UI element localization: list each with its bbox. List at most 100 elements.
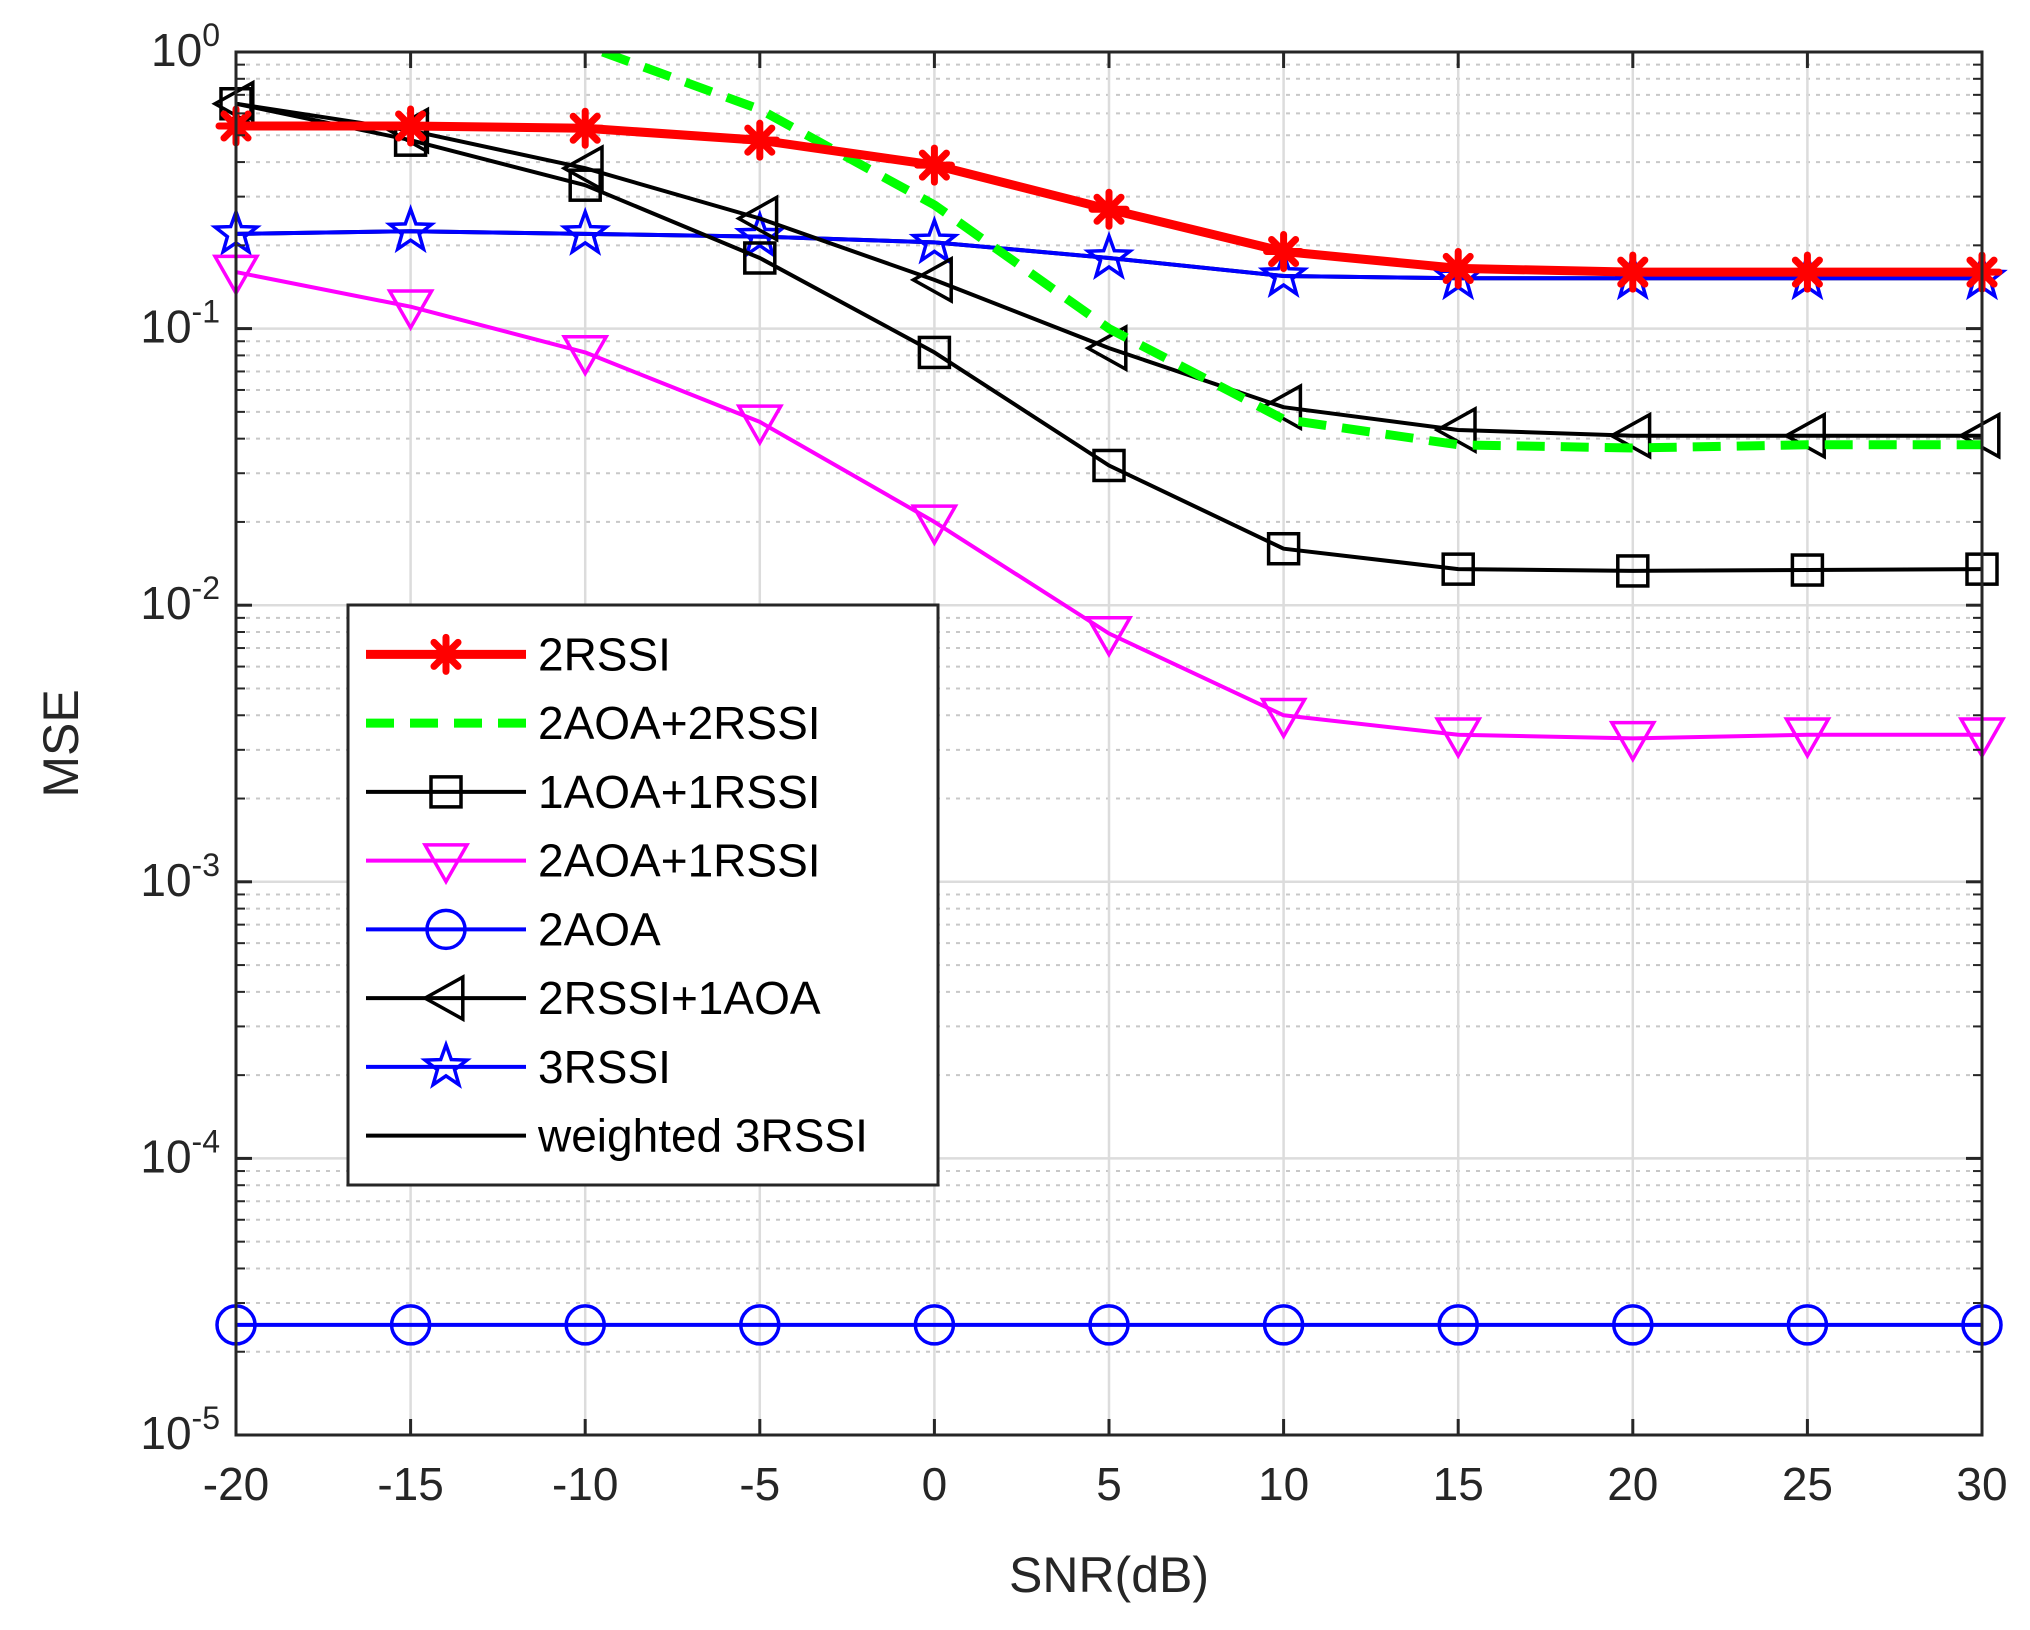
circle-marker — [1437, 1304, 1479, 1346]
circle-marker — [1088, 1304, 1130, 1346]
triangle-down-marker — [735, 404, 784, 447]
y-tick-label: 100 — [151, 17, 220, 76]
asterisk-marker — [564, 107, 606, 149]
circle-marker — [1262, 1304, 1305, 1346]
asterisk-marker — [739, 119, 781, 161]
legend-label: 2AOA+1RSSI — [538, 835, 821, 887]
x-tick-label: 20 — [1607, 1458, 1658, 1510]
y-tick-base: 10 — [140, 1407, 191, 1459]
legend-entry: 2RSSI+1AOA — [366, 972, 821, 1024]
y-tick-exponent: -3 — [192, 847, 220, 883]
square-marker — [1616, 554, 1650, 588]
triangle-down-marker — [1783, 717, 1832, 760]
circle-marker — [913, 1304, 956, 1346]
asterisk-marker — [425, 633, 467, 675]
y-tick-base: 10 — [140, 854, 191, 906]
series-1aoa-1rssi — [236, 101, 1982, 573]
asterisk-marker — [390, 105, 432, 147]
asterisk-stroke — [569, 112, 601, 144]
x-tick-label: -20 — [203, 1458, 269, 1510]
triangle-down-marker — [1259, 697, 1308, 740]
asterisk-stroke — [395, 110, 427, 142]
y-tick-exponent: -5 — [192, 1400, 220, 1436]
triangle-down-marker — [421, 843, 471, 886]
triangle-down-marker — [561, 334, 610, 377]
star-marker — [1257, 248, 1310, 298]
triangle-down-marker — [1434, 717, 1483, 760]
legend-entry: 2AOA+2RSSI — [366, 697, 821, 749]
star-marker — [420, 1039, 472, 1089]
x-tick-label: -5 — [739, 1458, 780, 1510]
y-tick-label: 10-2 — [140, 570, 220, 629]
y-tick-base: 10 — [151, 24, 202, 76]
series-2aoa-1rssi — [236, 270, 1982, 741]
y-tick-base: 10 — [140, 577, 191, 629]
y-tick-base: 10 — [140, 301, 191, 353]
triangle-down-marker — [1084, 616, 1134, 659]
x-axis-label: SNR(dB) — [1009, 1547, 1209, 1603]
asterisk-stroke — [918, 149, 950, 181]
legend-entry: 2AOA — [366, 903, 661, 955]
triangle-left-marker — [909, 255, 953, 304]
circle-marker — [564, 1304, 606, 1346]
asterisk-marker — [913, 144, 955, 186]
star-marker — [908, 215, 961, 265]
legend: 2RSSI 2AOA+2RSSI 1AOA+1RSSI 2AOA+1RSSI 2AOA 2… — [346, 603, 940, 1187]
legend-entry: 2RSSI — [366, 628, 671, 680]
series-line — [236, 229, 1982, 281]
triangle-left-marker — [1084, 324, 1128, 373]
triangle-down-marker — [910, 504, 959, 547]
square-marker — [917, 335, 952, 370]
asterisk-stroke — [1093, 193, 1125, 225]
asterisk-stroke — [1442, 252, 1474, 284]
legend-label: 3RSSI — [538, 1041, 671, 1093]
square-marker — [429, 775, 463, 809]
legend-entry: weighted 3RSSI — [366, 1110, 868, 1162]
series-markers — [211, 254, 2007, 763]
series-line — [236, 101, 1982, 438]
triangle-left-marker — [735, 194, 779, 243]
circle-marker — [739, 1304, 781, 1346]
circle-marker — [1612, 1304, 1654, 1346]
square-marker — [1266, 531, 1301, 566]
x-tick-label: -10 — [552, 1458, 618, 1510]
legend-label: 1AOA+1RSSI — [538, 766, 821, 818]
legend-entry: 1AOA+1RSSI — [366, 766, 821, 818]
circle-marker — [389, 1304, 432, 1346]
asterisk-marker — [1088, 188, 1130, 230]
asterisk-stroke — [744, 124, 776, 156]
circle-marker — [425, 908, 467, 951]
y-tick-base: 10 — [140, 1130, 191, 1182]
x-tick-label: 0 — [922, 1458, 948, 1510]
asterisk-marker — [1786, 251, 1828, 293]
legend-label: 2AOA+2RSSI — [538, 697, 821, 749]
y-tick-exponent: 0 — [202, 17, 220, 53]
legend-label: 2RSSI+1AOA — [538, 972, 821, 1024]
asterisk-marker — [1437, 247, 1479, 289]
x-tick-label: 15 — [1433, 1458, 1484, 1510]
square-marker — [1092, 448, 1126, 483]
axes: -20 -15 -10 -5 0 5 10 15 20 25 3010010-110-210-310… — [33, 17, 2008, 1603]
triangle-left-marker — [421, 974, 465, 1023]
series-2rssi-1aoa — [236, 101, 1982, 438]
star-marker — [559, 206, 611, 256]
x-tick-label: 25 — [1782, 1458, 1833, 1510]
y-tick-exponent: -4 — [192, 1123, 220, 1159]
asterisk-marker — [1612, 251, 1654, 293]
y-tick-label: 10-4 — [140, 1123, 220, 1182]
series-2aoa-2rssi — [601, 52, 1982, 453]
asterisk-stroke — [1268, 235, 1300, 268]
series-line — [236, 101, 1982, 573]
y-tick-exponent: -2 — [192, 570, 220, 606]
asterisk-stroke — [1791, 256, 1823, 288]
square-marker — [1441, 552, 1475, 586]
legend-label: weighted 3RSSI — [537, 1110, 868, 1162]
asterisk-marker — [1263, 230, 1305, 272]
triangle-left-marker — [560, 144, 604, 193]
y-tick-label: 10-3 — [140, 847, 220, 906]
circle-marker — [1786, 1304, 1829, 1346]
legend-box — [346, 603, 940, 1187]
y-tick-label: 10-1 — [140, 294, 220, 353]
